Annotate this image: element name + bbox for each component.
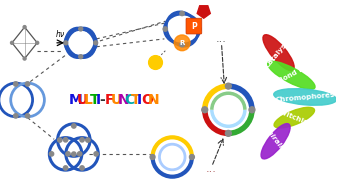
Text: C: C: [124, 93, 135, 107]
Circle shape: [86, 138, 90, 142]
Circle shape: [11, 41, 14, 44]
Circle shape: [225, 130, 231, 136]
Circle shape: [180, 43, 184, 47]
Text: U: U: [111, 93, 122, 107]
Text: ...: ...: [216, 34, 227, 44]
Circle shape: [190, 155, 194, 160]
Circle shape: [249, 107, 255, 113]
Circle shape: [174, 35, 190, 51]
Circle shape: [80, 166, 84, 170]
Text: P: P: [191, 22, 197, 31]
Circle shape: [149, 56, 162, 69]
Text: I: I: [95, 93, 101, 107]
Text: -: -: [100, 93, 105, 107]
Text: hν: hν: [56, 30, 64, 39]
Polygon shape: [197, 6, 210, 18]
Circle shape: [49, 152, 54, 156]
Ellipse shape: [274, 89, 337, 105]
Circle shape: [14, 114, 18, 118]
Circle shape: [72, 124, 76, 128]
Text: U: U: [77, 93, 88, 107]
Circle shape: [163, 27, 167, 31]
Circle shape: [23, 57, 26, 60]
Ellipse shape: [263, 35, 294, 71]
Circle shape: [94, 152, 98, 156]
Text: I: I: [137, 93, 142, 107]
Text: ...: ...: [206, 164, 217, 174]
Circle shape: [197, 27, 201, 31]
Text: Switching: Switching: [275, 107, 314, 128]
Text: O: O: [141, 93, 153, 107]
Text: R: R: [179, 40, 185, 46]
Ellipse shape: [268, 61, 315, 89]
Circle shape: [25, 114, 30, 118]
Text: N: N: [148, 93, 160, 107]
FancyBboxPatch shape: [186, 18, 202, 34]
Circle shape: [79, 27, 83, 31]
Circle shape: [58, 138, 62, 142]
Text: M: M: [69, 93, 83, 107]
Circle shape: [80, 138, 84, 142]
Ellipse shape: [261, 124, 290, 159]
Text: Chirality: Chirality: [263, 126, 289, 157]
Text: Chromophores: Chromophores: [275, 91, 335, 103]
Text: T: T: [90, 93, 99, 107]
Text: N: N: [118, 93, 129, 107]
Circle shape: [150, 155, 155, 160]
Circle shape: [63, 166, 68, 170]
Circle shape: [23, 26, 26, 29]
Circle shape: [225, 83, 231, 89]
Text: T: T: [131, 93, 140, 107]
Text: F: F: [104, 93, 114, 107]
Ellipse shape: [274, 107, 314, 128]
Circle shape: [202, 107, 208, 113]
Circle shape: [77, 152, 82, 156]
Text: L: L: [84, 93, 92, 107]
Circle shape: [63, 138, 68, 142]
Circle shape: [72, 152, 76, 156]
Circle shape: [180, 11, 184, 16]
Circle shape: [36, 41, 39, 44]
Circle shape: [14, 82, 18, 86]
Circle shape: [79, 55, 83, 59]
Text: Catalysis: Catalysis: [264, 36, 293, 69]
Circle shape: [66, 152, 70, 156]
Text: H-Bond D/A: H-Bond D/A: [270, 62, 313, 88]
Circle shape: [25, 82, 30, 86]
Circle shape: [64, 41, 68, 45]
Circle shape: [94, 41, 98, 45]
